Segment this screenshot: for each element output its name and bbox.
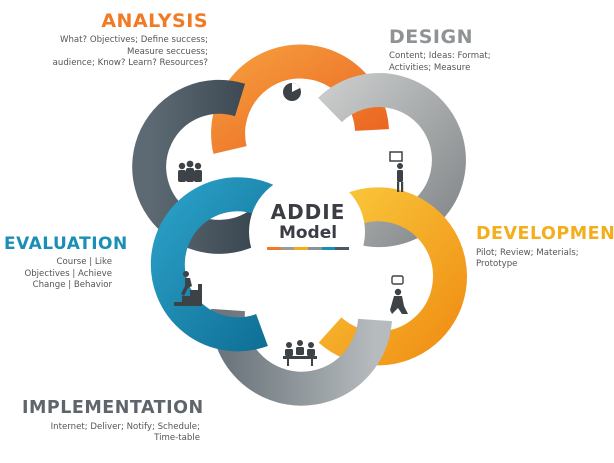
implementation-title: IMPLEMENTATION	[22, 398, 204, 418]
development-title: DEVELOPMENT	[476, 224, 614, 244]
implementation-desc-line: Internet; Deliver; Notify; Schedule;	[50, 421, 200, 432]
phase-analysis: ANALYSIS What? Objectives; Define succes…	[40, 12, 208, 70]
analysis-description: What? Objectives; Define success; Measur…	[40, 35, 208, 70]
presenter-icon	[389, 151, 404, 192]
climbing-stairs-icon	[174, 271, 202, 306]
phase-design: DESIGN Content; Ideas: Format; Activitie…	[389, 28, 549, 74]
kneeling-person-icon	[390, 275, 408, 314]
evaluation-description: Course | Like Objectives | Achieve Chang…	[4, 257, 112, 292]
petal-evaluation	[150, 177, 285, 352]
center-title-line2: Model	[278, 223, 338, 243]
evaluation-desc-line: Course | Like	[56, 257, 113, 267]
center-title-line1: ADDIE	[270, 200, 346, 224]
center-title: ADDIE Model	[256, 202, 360, 250]
design-desc-line: Content; Ideas: Format;	[389, 51, 491, 61]
evaluation-desc-line: Objectives | Achieve	[24, 268, 112, 279]
analysis-desc-line: audience; Know? Learn? Resources?	[52, 58, 208, 69]
meeting-table-icon	[283, 340, 317, 366]
design-title: DESIGN	[389, 26, 474, 48]
design-desc-line: Activities; Measure	[389, 62, 471, 73]
evaluation-title: EVALUATION	[4, 234, 128, 254]
color-bar	[267, 246, 350, 250]
team-group-icon	[178, 160, 202, 182]
phase-implementation: IMPLEMENTATION Internet; Deliver; Notify…	[22, 398, 204, 445]
pie-chart-icon	[283, 83, 301, 101]
phase-evaluation: EVALUATION Course | Like Objectives | Ac…	[4, 234, 128, 292]
implementation-desc-line: Time-table	[154, 433, 200, 444]
development-desc-line: Prototype	[476, 259, 518, 270]
petal-team	[132, 79, 283, 254]
evaluation-desc-line: Change | Behavior	[32, 280, 112, 291]
center-hub	[249, 174, 365, 290]
development-desc-line: Pilot; Review; Materials;	[476, 247, 579, 258]
implementation-description: Internet; Deliver; Notify; Schedule; Tim…	[22, 422, 200, 445]
development-description: Pilot; Review; Materials; Prototype	[476, 248, 614, 271]
phase-development: DEVELOPMENT Pilot; Review; Materials; Pr…	[476, 224, 614, 271]
analysis-desc-line: What? Objectives; Define success;	[59, 35, 208, 45]
analysis-title: ANALYSIS	[101, 10, 208, 32]
design-description: Content; Ideas: Format; Activities; Meas…	[389, 51, 549, 74]
analysis-desc-line: Measure seccuess;	[126, 46, 208, 57]
